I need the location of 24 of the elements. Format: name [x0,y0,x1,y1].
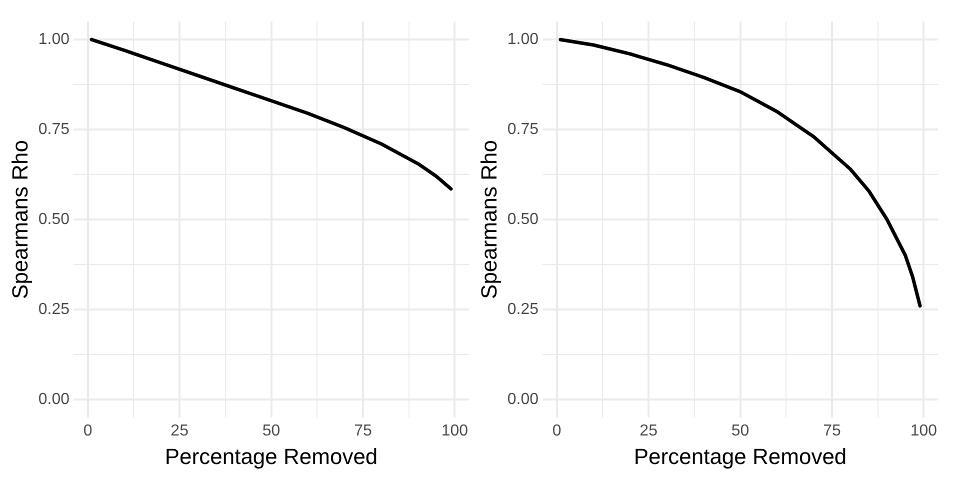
x-tick-label: 25 [640,422,658,440]
x-tick-label: 50 [731,422,750,440]
x-tick-label: 75 [354,422,372,440]
y-tick-label: 0.50 [507,210,539,228]
x-tick-label: 100 [910,422,938,440]
x-tick-label: 25 [170,422,189,440]
y-tick-label: 0.75 [507,120,539,138]
y-axis-title: Spearmans Rho [476,140,502,299]
x-tick-label: 50 [262,422,280,440]
x-tick-label: 75 [823,422,841,440]
x-tick-label: 0 [552,422,562,440]
x-tick-label: 0 [83,422,92,440]
y-tick-label: 1.00 [38,30,70,48]
x-axis-title: Percentage Removed [164,444,378,469]
y-tick-label: 0.00 [507,390,539,408]
y-tick-label: 0.25 [38,300,70,318]
y-tick-label: 0.75 [38,120,70,138]
y-tick-label: 0.00 [38,390,70,408]
y-tick-label: 1.00 [507,30,539,48]
x-axis-title: Percentage Removed [634,444,847,469]
y-tick-label: 0.50 [38,210,70,228]
x-tick-label: 100 [441,422,468,440]
y-tick-label: 0.25 [507,300,539,318]
y-axis-title: Spearmans Rho [7,140,32,299]
